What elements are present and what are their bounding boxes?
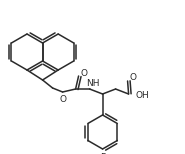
- Text: O: O: [129, 73, 136, 83]
- Text: O: O: [59, 95, 66, 103]
- Text: OH: OH: [136, 91, 149, 99]
- Text: O: O: [80, 69, 87, 79]
- Text: F: F: [100, 152, 105, 154]
- Text: NH: NH: [86, 79, 99, 87]
